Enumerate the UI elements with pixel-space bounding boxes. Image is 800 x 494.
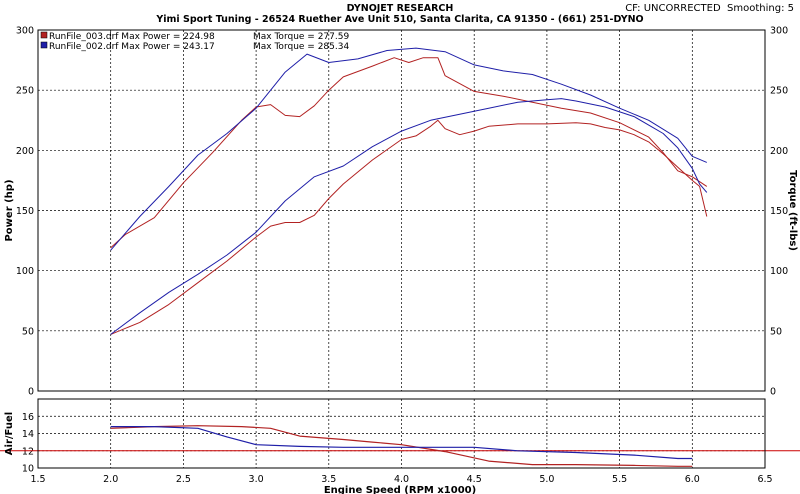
legend-torque-entry: Max Torque = 277.59 bbox=[253, 32, 349, 42]
legend-torque-entry: Max Torque = 285.34 bbox=[253, 42, 349, 52]
torque-tick-label: 0 bbox=[770, 387, 776, 398]
company-label: DYNOJET RESEARCH bbox=[346, 3, 454, 14]
legend-power-entry: RunFile_003.drf Max Power = 224.98 bbox=[49, 32, 215, 42]
torque-tick-label: 150 bbox=[770, 206, 788, 217]
torque-tick-label: 100 bbox=[770, 266, 788, 277]
runfile-002-drf-torque-curve bbox=[110, 47, 707, 251]
power-tick-label: 50 bbox=[22, 326, 34, 337]
x-tick-label: 4.0 bbox=[394, 474, 409, 485]
rpm-axis-title: Engine Speed (RPM x1000) bbox=[324, 485, 476, 494]
torque-axis-title: Torque (ft-lbs) bbox=[787, 170, 798, 251]
correction-smoothing-label: CF: UNCORRECTED Smoothing: 5 bbox=[625, 3, 794, 14]
torque-tick-label: 200 bbox=[770, 146, 788, 157]
x-tick-label: 5.0 bbox=[539, 474, 554, 485]
shop-label: Yimi Sport Tuning - 26524 Ruether Ave Un… bbox=[156, 14, 644, 25]
x-tick-label: 5.5 bbox=[612, 474, 627, 485]
torque-tick-label: 250 bbox=[770, 86, 788, 97]
x-tick-label: 2.5 bbox=[176, 474, 191, 485]
afr-plot-frame bbox=[37, 398, 766, 469]
afr-tick-label: 14 bbox=[22, 429, 34, 440]
x-tick-label: 3.0 bbox=[249, 474, 264, 485]
afr-axis-title: Air/Fuel bbox=[4, 412, 15, 455]
power-torque-plot-frame bbox=[37, 29, 766, 392]
runfile-003-drf-afr-curve bbox=[110, 425, 693, 467]
afr-tick-label: 10 bbox=[22, 464, 34, 475]
afr-tick-label: 16 bbox=[22, 412, 34, 423]
runfile-002-drf-afr-curve bbox=[110, 426, 693, 460]
x-tick-label: 3.5 bbox=[321, 474, 336, 485]
x-tick-label: 6.0 bbox=[685, 474, 700, 485]
x-tick-label: 6.5 bbox=[757, 474, 772, 485]
power-tick-label: 100 bbox=[16, 266, 34, 277]
power-tick-label: 150 bbox=[16, 206, 34, 217]
runfile-003-drf-torque-curve bbox=[110, 57, 708, 249]
torque-tick-label: 300 bbox=[770, 26, 788, 37]
runfile-003-drf-power-curve bbox=[110, 119, 708, 335]
power-tick-label: 250 bbox=[16, 86, 34, 97]
runfile-002-drf-power-curve bbox=[110, 98, 708, 335]
legend-power-entry: RunFile_002.drf Max Power = 243.17 bbox=[49, 42, 215, 52]
legend-swatch bbox=[40, 31, 48, 39]
x-tick-label: 4.5 bbox=[467, 474, 482, 485]
legend-swatch bbox=[40, 41, 48, 49]
torque-tick-label: 50 bbox=[770, 326, 782, 337]
power-tick-label: 200 bbox=[16, 146, 34, 157]
power-tick-label: 0 bbox=[28, 387, 34, 398]
afr-tick-label: 12 bbox=[22, 446, 34, 457]
x-tick-label: 1.5 bbox=[30, 474, 45, 485]
power-axis-title: Power (hp) bbox=[4, 179, 15, 241]
x-tick-label: 2.0 bbox=[103, 474, 118, 485]
power-tick-label: 300 bbox=[16, 26, 34, 37]
